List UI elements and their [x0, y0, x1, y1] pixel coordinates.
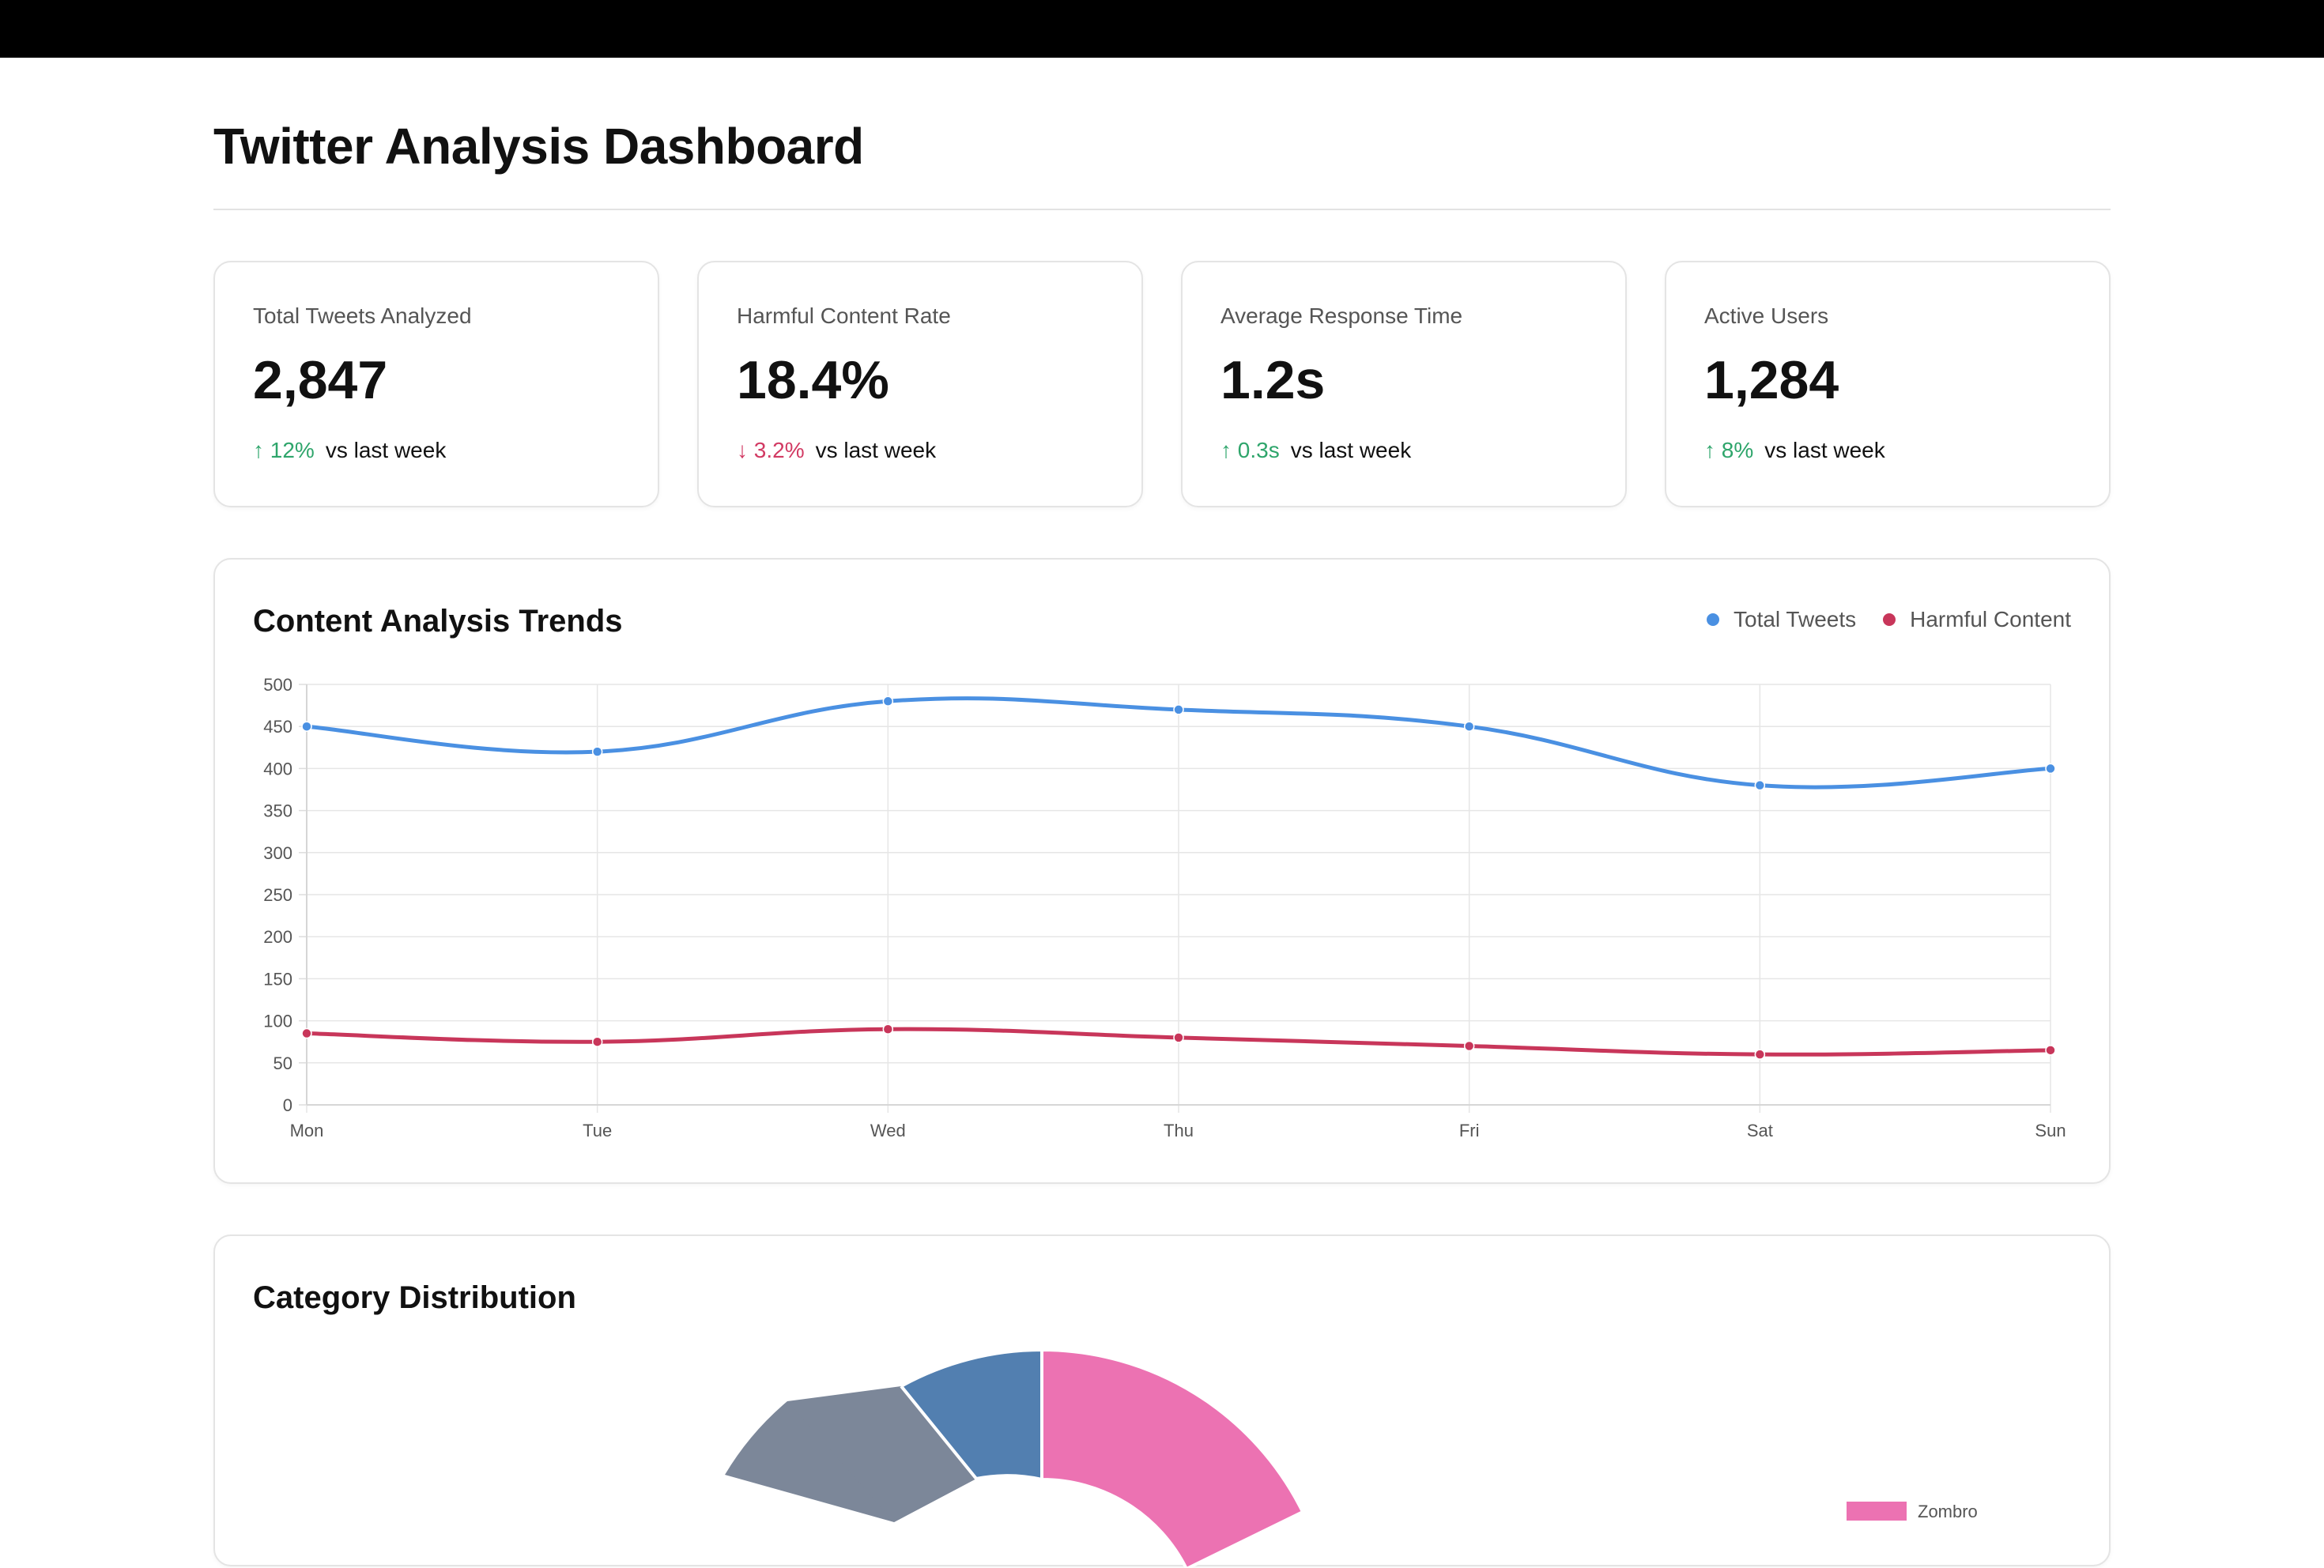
data-point-harmful-content[interactable] — [1173, 1032, 1184, 1043]
category-legend-label[interactable]: Zombro — [1918, 1502, 1978, 1521]
stat-change: ↑ 0.3s vs last week — [1220, 438, 1411, 463]
x-tick-label: Mon — [290, 1121, 324, 1140]
y-tick-label: 400 — [263, 759, 292, 778]
stat-delta: ↓ 3.2% — [737, 438, 805, 462]
stat-compare: vs last week — [1290, 438, 1412, 462]
data-point-total-tweets[interactable] — [1754, 779, 1766, 791]
x-tick-label: Wed — [870, 1121, 906, 1140]
stat-compare: vs last week — [1764, 438, 1885, 462]
legend-dot-icon — [1707, 613, 1719, 626]
x-tick-label: Fri — [1459, 1121, 1480, 1140]
x-tick-label: Sun — [2035, 1121, 2066, 1140]
y-tick-label: 500 — [263, 675, 292, 695]
stat-card-harmful-rate: Harmful Content Rate 18.4% ↓ 3.2% vs last… — [697, 261, 1143, 507]
stat-delta: ↑ 0.3s — [1220, 438, 1280, 462]
donut-slice-pink[interactable] — [1040, 1348, 1305, 1568]
page-title: Twitter Analysis Dashboard — [213, 118, 864, 175]
stat-delta: ↑ 12% — [253, 438, 315, 462]
trend-chart-title: Content Analysis Trends — [253, 604, 623, 639]
stat-change: ↑ 8% vs last week — [1704, 438, 1885, 463]
trend-line-chart: 0 50 100 150 200 250 300 350 400 450 500 Mon Tue Wed T… — [263, 675, 2066, 1140]
y-tick-label: 0 — [283, 1095, 292, 1115]
trend-chart-legend: Total Tweets Harmful Content — [1680, 607, 2071, 632]
data-point-harmful-content[interactable] — [1463, 1040, 1475, 1052]
stat-card-response-time: Average Response Time 1.2s ↑ 0.3s vs last… — [1181, 261, 1627, 507]
category-chart-card: Category Distribution Zombro — [213, 1234, 2111, 1568]
data-point-harmful-content[interactable] — [2045, 1045, 2056, 1056]
x-tick-label: Sat — [1747, 1121, 1773, 1140]
stat-value: 1,284 — [1704, 350, 1839, 410]
category-donut-chart: Zombro — [725, 1348, 1978, 1568]
data-point-total-tweets[interactable] — [2045, 763, 2056, 775]
y-tick-label: 350 — [263, 801, 292, 821]
x-tick-label: Thu — [1164, 1121, 1194, 1140]
y-tick-label: 150 — [263, 969, 292, 989]
legend-item-total-tweets[interactable]: Total Tweets — [1707, 607, 1856, 632]
legend-swatch-icon — [1847, 1502, 1907, 1521]
stat-label: Total Tweets Analyzed — [253, 303, 472, 328]
legend-label: Harmful Content — [1910, 607, 2071, 631]
donut-slice-gray-fill — [787, 1386, 976, 1522]
data-point-total-tweets[interactable] — [1463, 721, 1475, 732]
data-point-total-tweets[interactable] — [1173, 704, 1184, 715]
stat-change: ↓ 3.2% vs last week — [737, 438, 936, 463]
category-chart-title: Category Distribution — [253, 1280, 576, 1315]
y-tick-label: 450 — [263, 717, 292, 737]
y-tick-label: 100 — [263, 1012, 292, 1031]
data-point-total-tweets[interactable] — [301, 721, 312, 732]
data-point-harmful-content[interactable] — [1754, 1049, 1766, 1060]
stat-compare: vs last week — [325, 438, 447, 462]
trend-chart-card: Content Analysis Trends Total Tweets Har… — [213, 558, 2111, 1184]
stat-label: Active Users — [1704, 303, 1829, 328]
title-divider — [213, 209, 2111, 210]
y-tick-label: 250 — [263, 885, 292, 905]
stat-label: Average Response Time — [1220, 303, 1463, 328]
donut-slice-divider — [900, 1385, 978, 1480]
x-tick-label: Tue — [583, 1121, 612, 1140]
data-point-harmful-content[interactable] — [301, 1027, 312, 1039]
data-point-total-tweets[interactable] — [882, 695, 894, 707]
donut-slice-blue[interactable] — [898, 1348, 1043, 1482]
stat-value: 2,847 — [253, 350, 388, 410]
stat-value: 18.4% — [737, 350, 889, 410]
stat-value: 1.2s — [1220, 350, 1326, 410]
y-tick-label: 50 — [274, 1054, 292, 1073]
legend-dot-icon — [1883, 613, 1896, 626]
stat-delta: ↑ 8% — [1704, 438, 1754, 462]
data-point-harmful-content[interactable] — [882, 1023, 894, 1035]
stat-label: Harmful Content Rate — [737, 303, 951, 328]
stat-card-active-users: Active Users 1,284 ↑ 8% vs last week — [1665, 261, 2111, 507]
stat-change: ↑ 12% vs last week — [253, 438, 446, 463]
legend-label: Total Tweets — [1734, 607, 1857, 631]
data-point-harmful-content[interactable] — [591, 1036, 603, 1047]
legend-item-harmful-content[interactable]: Harmful Content — [1883, 607, 2071, 632]
data-point-total-tweets[interactable] — [591, 746, 603, 757]
stat-card-total-tweets: Total Tweets Analyzed 2,847 ↑ 12% vs last… — [213, 261, 659, 507]
y-tick-label: 300 — [263, 843, 292, 863]
top-bar — [0, 0, 2324, 58]
y-tick-label: 200 — [263, 927, 292, 947]
stat-compare: vs last week — [815, 438, 937, 462]
